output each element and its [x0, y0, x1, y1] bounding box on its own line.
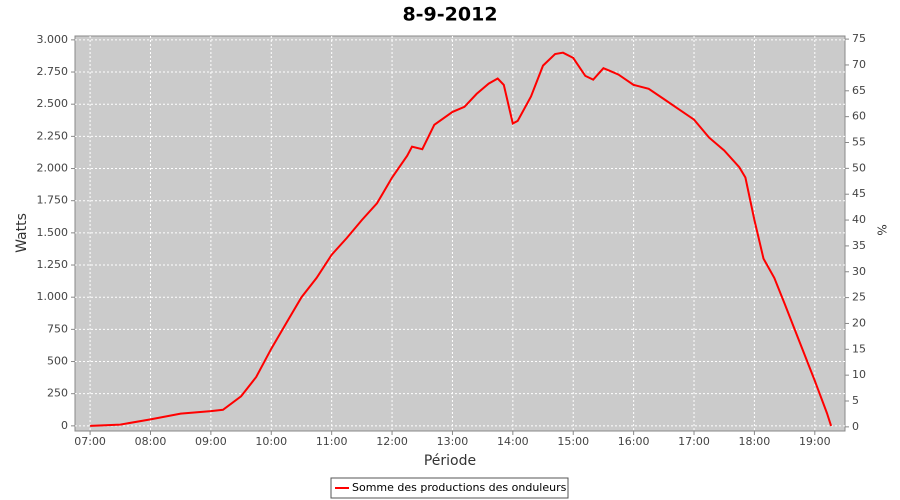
- y2-tick-label: 55: [852, 136, 866, 149]
- y-tick-label: 2.250: [37, 129, 69, 142]
- y-tick-label: 3.000: [37, 33, 69, 46]
- x-axis-label: Période: [424, 453, 476, 469]
- x-tick-label: 19:00: [799, 435, 831, 448]
- line-series: [90, 51, 833, 427]
- y-tick-label: 2.000: [37, 162, 69, 175]
- y2-tick-label: 0: [852, 420, 859, 433]
- y2-tick-label: 5: [852, 394, 859, 407]
- y2-tick-label: 20: [852, 316, 866, 329]
- x-tick-label: 17:00: [678, 435, 710, 448]
- y-tick-label: 250: [47, 387, 68, 400]
- y2-tick-label: 45: [852, 187, 866, 200]
- x-tick-label: 07:00: [74, 435, 106, 448]
- y-tick-label: 1.750: [37, 194, 69, 207]
- y-axis-label: Watts: [14, 213, 30, 253]
- y2-tick-label: 40: [852, 213, 866, 226]
- x-tick-label: 10:00: [255, 435, 287, 448]
- y-tick-label: 2.750: [37, 65, 69, 78]
- x-tick-label: 08:00: [135, 435, 167, 448]
- y-tick-label: 1.500: [37, 226, 69, 239]
- x-tick-label: 09:00: [195, 435, 227, 448]
- y2-tick-label: 50: [852, 161, 866, 174]
- x-tick-label: 13:00: [437, 435, 469, 448]
- y2-tick-label: 25: [852, 291, 866, 304]
- x-tick-label: 18:00: [739, 435, 771, 448]
- x-tick-label: 12:00: [376, 435, 408, 448]
- y2-tick-label: 60: [852, 110, 866, 123]
- y2-tick-label: 35: [852, 239, 866, 252]
- y2-tick-label: 70: [852, 58, 866, 71]
- x-tick-label: 11:00: [316, 435, 348, 448]
- y2-tick-label: 10: [852, 368, 866, 381]
- y-tick-label: 1.000: [37, 290, 69, 303]
- y2-tick-label: 75: [852, 32, 866, 45]
- chart-title: 8-9-2012: [402, 4, 497, 26]
- legend-label: Somme des productions des onduleurs: [352, 481, 567, 494]
- legend: [330, 477, 569, 499]
- x-tick-label: 16:00: [618, 435, 650, 448]
- y2-tick-label: 65: [852, 84, 866, 97]
- y-tick-label: 500: [47, 355, 68, 368]
- y2-tick-label: 30: [852, 265, 866, 278]
- y-tick-label: 2.500: [37, 97, 69, 110]
- y2-axis-label: %: [875, 224, 889, 235]
- x-tick-label: 14:00: [497, 435, 529, 448]
- x-tick-label: 15:00: [557, 435, 589, 448]
- y-tick-label: 750: [47, 322, 68, 335]
- y2-tick-label: 15: [852, 342, 866, 355]
- y-tick-label: 1.250: [37, 258, 69, 271]
- plot-area: [74, 35, 846, 432]
- y-tick-label: 0: [61, 419, 68, 432]
